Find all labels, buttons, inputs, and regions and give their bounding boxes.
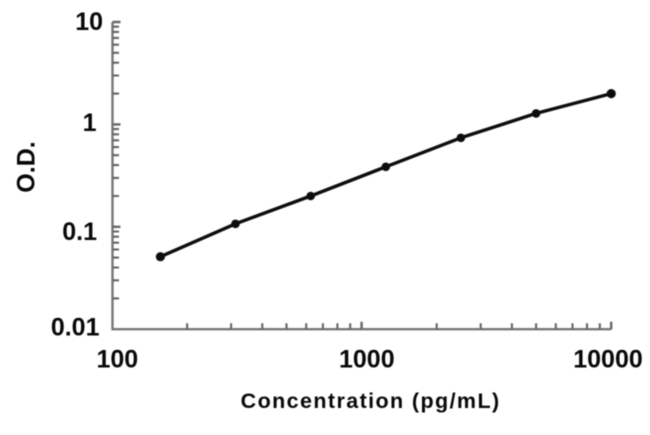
svg-text:0.1: 0.1 — [62, 218, 97, 246]
svg-text:O.D.: O.D. — [13, 141, 41, 192]
svg-text:10000: 10000 — [573, 346, 643, 374]
svg-text:1: 1 — [83, 109, 97, 137]
svg-text:0.01: 0.01 — [51, 314, 100, 342]
svg-text:Concentration (pg/mL): Concentration (pg/mL) — [241, 389, 501, 413]
svg-text:100: 100 — [96, 346, 138, 374]
svg-text:1000: 1000 — [339, 346, 395, 374]
svg-text:10: 10 — [75, 8, 103, 36]
